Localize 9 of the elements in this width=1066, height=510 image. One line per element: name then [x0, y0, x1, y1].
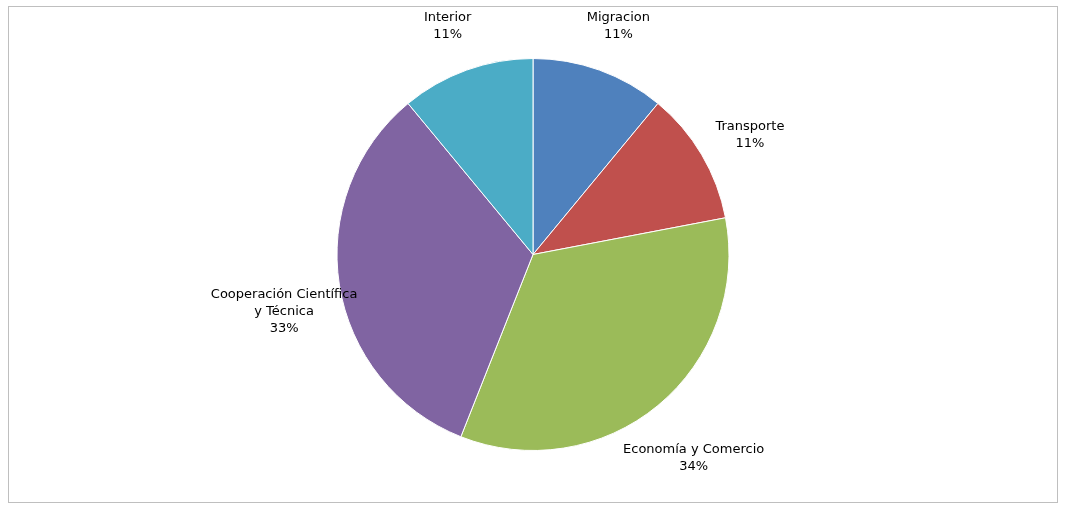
slice-label: Economía y Comercio — [623, 440, 765, 456]
data-label: 34% — [679, 457, 709, 473]
slice-label: Transporte — [714, 118, 785, 134]
slice-label: Interior — [423, 9, 472, 25]
data-label: 33% — [269, 319, 299, 335]
data-label: 11% — [433, 26, 463, 42]
data-label: 11% — [603, 26, 633, 42]
data-label: 11% — [735, 135, 765, 151]
slice-label: Migracion — [586, 9, 651, 25]
